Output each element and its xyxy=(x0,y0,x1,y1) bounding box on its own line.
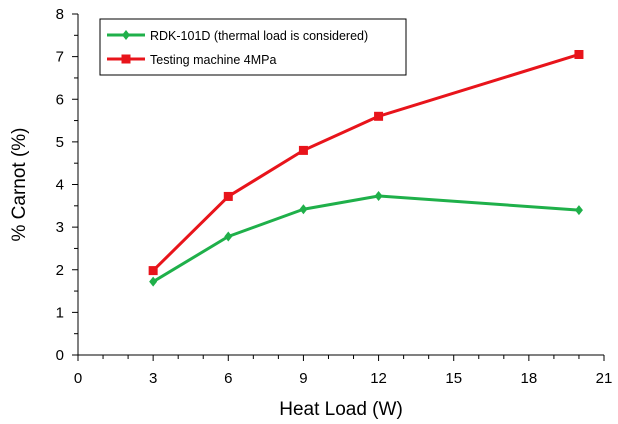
series-line xyxy=(152,53,580,272)
x-axis-ticks: 0 3 6 9 12 15 18 21 xyxy=(74,355,613,387)
y-tick-label: 5 xyxy=(56,134,64,151)
y-tick-label: 6 xyxy=(56,91,64,108)
x-tick-label: 21 xyxy=(596,370,613,387)
y-tick-label: 0 xyxy=(56,347,64,364)
legend-label: RDK-101D (thermal load is considered) xyxy=(150,29,368,43)
y-axis-ticks: 0 1 2 3 4 5 6 7 8 xyxy=(56,6,78,364)
series-1 xyxy=(149,191,583,287)
legend-swatch-marker xyxy=(122,30,130,40)
data-point xyxy=(148,266,158,276)
legend-box xyxy=(99,18,407,76)
legend-swatch-marker xyxy=(121,54,131,64)
data-point xyxy=(149,276,158,287)
x-tick-label: 6 xyxy=(224,370,232,387)
data-point xyxy=(299,204,308,215)
x-tick-label: 15 xyxy=(445,370,462,387)
data-point xyxy=(298,145,308,155)
y-tick-label: 7 xyxy=(56,49,64,66)
y-axis-title: % Carnot (%) xyxy=(9,127,30,241)
x-tick-label: 0 xyxy=(74,370,82,387)
series-2 xyxy=(148,49,584,276)
x-tick-label: 9 xyxy=(299,370,307,387)
y-tick-label: 3 xyxy=(56,219,64,236)
legend-label: Testing machine 4MPa xyxy=(150,53,277,67)
data-point xyxy=(574,49,584,59)
data-point xyxy=(374,191,383,202)
legend-item: RDK-101D (thermal load is considered) xyxy=(107,29,368,43)
y-tick-label: 1 xyxy=(56,304,64,321)
y-tick-label: 8 xyxy=(56,6,64,23)
x-tick-label: 3 xyxy=(149,370,157,387)
x-tick-label: 18 xyxy=(521,370,538,387)
data-point xyxy=(224,231,233,242)
data-point xyxy=(574,205,583,216)
series-layer xyxy=(148,49,584,287)
y-tick-label: 2 xyxy=(56,262,64,279)
y-tick-label: 4 xyxy=(56,177,64,194)
x-tick-label: 12 xyxy=(370,370,387,387)
legend-item: Testing machine 4MPa xyxy=(107,53,277,67)
x-axis-title: Heat Load (W) xyxy=(279,399,403,420)
data-point xyxy=(374,111,384,121)
data-point xyxy=(223,191,233,201)
chart-legend: RDK-101D (thermal load is considered) Tes… xyxy=(99,18,407,76)
